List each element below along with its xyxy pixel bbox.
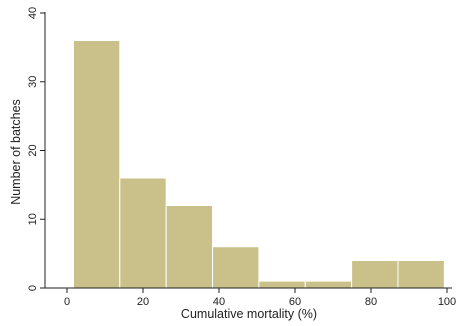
histogram-bar-8	[397, 260, 445, 289]
y-tick-label: 10	[27, 213, 39, 225]
histogram-bar-1	[72, 40, 121, 289]
x-tick-label: 60	[289, 296, 301, 308]
x-tick-label: 0	[64, 296, 70, 308]
y-tick-label: 0	[27, 285, 39, 291]
histogram-bar-7	[351, 260, 399, 289]
x-tick-label: 20	[137, 296, 149, 308]
histogram-bar-4	[212, 246, 260, 289]
x-tick-label: 80	[365, 296, 377, 308]
histogram-bar-2	[119, 177, 167, 289]
histogram-bar-5	[258, 280, 306, 289]
x-axis-title: Cumulative mortality (%)	[181, 307, 317, 321]
histogram-bars	[72, 40, 445, 289]
y-axis-ticks: 0 10 20 30 40	[27, 7, 45, 291]
y-tick-label: 20	[27, 144, 39, 156]
x-tick-label: 100	[438, 296, 456, 308]
y-tick-label: 40	[27, 7, 39, 19]
x-tick-label: 40	[213, 296, 225, 308]
y-tick-label: 30	[27, 76, 39, 88]
histogram-bar-6	[304, 280, 353, 289]
y-axis-title: Number of batches	[9, 99, 23, 205]
histogram-bar-3	[165, 205, 214, 289]
x-axis-ticks: 0 20 40 60 80 100	[64, 288, 456, 308]
